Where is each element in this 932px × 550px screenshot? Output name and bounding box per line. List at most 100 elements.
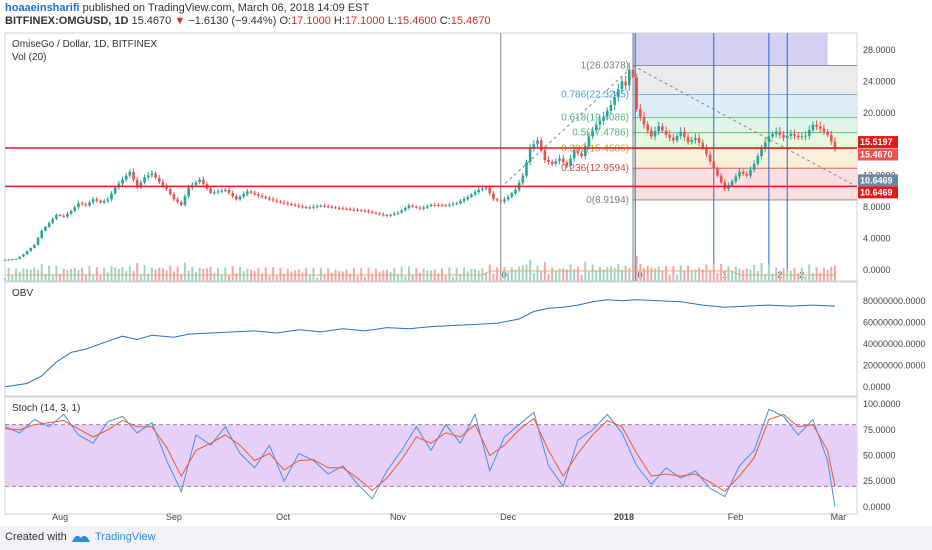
volume-bar — [620, 270, 623, 281]
fib-label: 0.786(22.3245) — [561, 90, 629, 101]
candle-body — [613, 97, 616, 105]
candle-body — [470, 194, 473, 197]
candle-body — [194, 182, 198, 185]
volume-bar — [650, 267, 653, 281]
volume-bar — [676, 274, 679, 281]
candle-body — [774, 131, 778, 135]
volume-bar — [683, 271, 686, 281]
volume-bar — [198, 267, 201, 281]
volume-bar — [679, 265, 682, 281]
candle-body — [683, 131, 686, 137]
volume-bar — [529, 259, 532, 281]
volume-bar — [349, 273, 352, 281]
candle-body — [36, 237, 40, 245]
candle-body — [760, 148, 763, 157]
candle-body — [319, 205, 323, 207]
volume-bar — [698, 267, 701, 281]
candle-body — [440, 205, 444, 207]
volume-bar — [73, 267, 76, 281]
candle-body — [657, 126, 660, 132]
candle-body — [69, 211, 73, 214]
volume-bar — [712, 263, 715, 281]
candle-body — [609, 105, 613, 111]
volume-bar — [485, 273, 488, 281]
volume-bar — [815, 267, 818, 281]
candle-body — [716, 168, 719, 176]
candle-body — [66, 213, 69, 217]
volume-bar — [294, 270, 297, 281]
candle-body — [392, 213, 396, 215]
candle-body — [337, 207, 341, 209]
volume-bar — [84, 274, 87, 281]
candle-body — [290, 204, 293, 205]
volume-bar — [808, 264, 811, 281]
volume-bar — [613, 267, 616, 281]
volume-bar — [437, 273, 440, 281]
candle-body — [675, 136, 679, 141]
volume-bar — [55, 265, 58, 281]
open-value: 17.1000 — [291, 15, 331, 27]
candle-body — [741, 171, 745, 174]
candle-body — [40, 230, 44, 238]
volume-bar — [404, 275, 407, 281]
candle-body — [635, 77, 638, 109]
candle-body — [139, 182, 143, 188]
candle-body — [209, 188, 212, 193]
candle-body — [381, 214, 385, 216]
candle-body — [176, 199, 179, 203]
obv-axis-tick: 20000000.0000 — [863, 360, 926, 370]
publish-info: published on TradingView.com, March 06, … — [82, 2, 370, 14]
candle-body — [29, 248, 33, 252]
candle-body — [668, 134, 672, 138]
volume-bar — [771, 273, 774, 281]
candle-body — [650, 130, 653, 137]
candle-body — [694, 138, 697, 140]
volume-bar — [514, 269, 517, 281]
volume-bar — [503, 266, 506, 281]
candle-body — [157, 177, 161, 182]
open-label: O: — [279, 15, 292, 27]
candle-body — [778, 131, 782, 135]
candle-body — [260, 195, 264, 197]
candle-body — [58, 215, 62, 216]
candle-body — [807, 130, 811, 136]
volume-bar — [88, 266, 91, 281]
author-link[interactable]: hoaaeinsharifi — [5, 2, 80, 14]
volume-bar — [194, 272, 197, 281]
candle-body — [473, 192, 477, 195]
candle-body — [539, 140, 543, 151]
volume-bar — [44, 274, 47, 281]
volume-bar — [121, 267, 124, 281]
stoch-axis-tick: 0.0000 — [863, 502, 891, 512]
volume-bar — [312, 267, 315, 281]
candle-body — [598, 120, 602, 125]
volume-bar — [95, 267, 98, 281]
trend-line — [500, 69, 630, 188]
volume-bar — [66, 270, 69, 281]
volume-bar — [338, 270, 341, 281]
candle-body — [47, 222, 51, 227]
candle-body — [719, 175, 723, 183]
tradingview-brand[interactable]: TradingView — [95, 531, 156, 543]
volume-bar — [657, 266, 660, 281]
volume-bar — [378, 271, 381, 281]
volume-bar — [448, 267, 451, 281]
candle-body — [33, 244, 36, 248]
fib-label: 1(26.0378) — [581, 60, 629, 71]
candle-body — [521, 175, 525, 183]
fib-label: 0.5(17.4786) — [572, 128, 629, 139]
candle-body — [749, 169, 752, 176]
candle-body — [558, 158, 561, 162]
candle-body — [135, 179, 139, 188]
stoch-band — [5, 424, 857, 487]
candle-body — [165, 185, 168, 190]
volume-bar — [507, 272, 510, 281]
volume-bar — [341, 271, 344, 281]
chart-canvas[interactable]: 1(26.0378) 0.786(22.3245) 0.618(19.4086) 0.… — [0, 28, 932, 526]
volume-bar — [569, 264, 572, 281]
candle-body — [55, 215, 58, 219]
volume-bar — [33, 267, 36, 281]
volume-bar — [411, 275, 414, 281]
candle-body — [411, 205, 414, 207]
candle-body — [686, 136, 690, 142]
